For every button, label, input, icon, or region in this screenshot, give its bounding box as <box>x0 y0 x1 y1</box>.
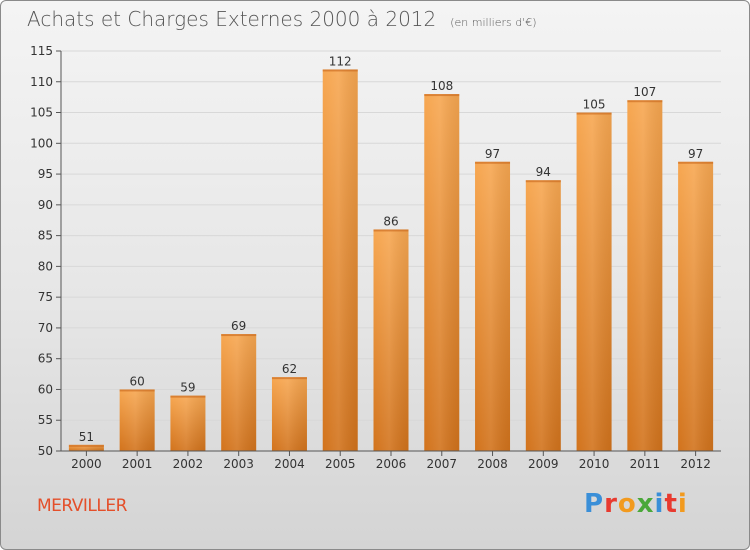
chart-title: Achats et Charges Externes 2000 à 2012 (e… <box>27 7 537 31</box>
value-label-2006: 86 <box>383 214 398 228</box>
bar-top-2012 <box>678 161 714 164</box>
value-label-2004: 62 <box>282 362 297 376</box>
value-label-2002: 59 <box>180 381 195 395</box>
bar-top-2008 <box>475 161 511 164</box>
brand-letter: i <box>654 489 665 519</box>
brand-letter: x <box>636 489 655 519</box>
bar-shine-2012 <box>678 161 714 451</box>
bar-top-2003 <box>221 334 257 337</box>
x-tick-label-2001: 2001 <box>122 457 153 471</box>
value-label-2007: 108 <box>430 79 453 93</box>
bar-shine-2008 <box>475 161 511 451</box>
bar-top-2007 <box>424 94 460 97</box>
x-tick-label-2004: 2004 <box>274 457 305 471</box>
bars-layer <box>68 69 714 452</box>
bar-top-2009 <box>525 180 561 183</box>
x-tick-label-2011: 2011 <box>630 457 661 471</box>
bar-shine-2000 <box>68 444 104 451</box>
bar-shine-2007 <box>424 94 460 452</box>
x-tick-label-2000: 2000 <box>71 457 102 471</box>
town-name: MERVILLER <box>37 496 127 516</box>
chart-subtitle: (en milliers d'€) <box>450 16 537 29</box>
axes-layer: 50 55 60 65 70 75 80 85 90 95 100 105 110 115 2000 2001… <box>30 44 721 471</box>
x-tick-label-2010: 2010 <box>579 457 610 471</box>
y-tick-label: 105 <box>30 106 53 120</box>
value-label-2008: 97 <box>485 147 500 161</box>
bar-shine-2002 <box>170 395 206 451</box>
x-tick-label-2008: 2008 <box>477 457 508 471</box>
bar-top-2004 <box>271 377 307 380</box>
y-tick-label: 55 <box>38 413 53 427</box>
bar-top-2002 <box>170 395 206 398</box>
x-tick-label-2007: 2007 <box>426 457 457 471</box>
value-label-2010: 105 <box>583 98 606 112</box>
bar-top-2011 <box>627 100 663 103</box>
x-tick-label-2009: 2009 <box>528 457 559 471</box>
brand-letter: o <box>617 489 637 519</box>
bar-shine-2006 <box>373 229 409 451</box>
bar-shine-2005 <box>322 69 358 451</box>
value-label-2003: 69 <box>231 319 246 333</box>
bar-shine-2004 <box>271 377 307 451</box>
bar-shine-2010 <box>576 112 612 452</box>
y-tick-label: 110 <box>30 75 53 89</box>
x-tick-label-2003: 2003 <box>223 457 254 471</box>
x-tick-label-2005: 2005 <box>325 457 356 471</box>
value-label-2005: 112 <box>329 54 352 68</box>
y-tick-label: 80 <box>38 259 53 273</box>
x-tick-label-2012: 2012 <box>680 457 711 471</box>
y-tick-label: 70 <box>38 321 53 335</box>
y-tick-label: 50 <box>38 444 53 458</box>
bar-shine-2003 <box>221 334 257 451</box>
y-tick-label: 85 <box>38 229 53 243</box>
y-tick-label: 60 <box>38 382 53 396</box>
bar-top-2010 <box>576 112 612 115</box>
value-label-2001: 60 <box>130 374 145 388</box>
bar-shine-2009 <box>525 180 561 451</box>
value-label-2009: 94 <box>536 165 551 179</box>
value-label-2011: 107 <box>633 85 656 99</box>
value-labels-layer: 51 60 59 69 62 112 86 108 97 94 105 107 97 <box>79 54 704 443</box>
y-tick-label: 95 <box>38 167 53 181</box>
bar-shine-2001 <box>119 389 155 451</box>
x-tick-label-2006: 2006 <box>376 457 407 471</box>
proxiti-logo[interactable]: Proxiti <box>584 489 688 519</box>
y-tick-label: 100 <box>30 136 53 150</box>
value-label-2012: 97 <box>688 147 703 161</box>
bar-top-2006 <box>373 229 409 232</box>
bar-top-2005 <box>322 69 358 72</box>
y-tick-label: 90 <box>38 198 53 212</box>
bar-top-2000 <box>68 444 104 447</box>
value-label-2000: 51 <box>79 430 94 444</box>
y-tick-label: 75 <box>38 290 53 304</box>
bar-top-2001 <box>119 389 155 392</box>
brand-letter: t <box>664 489 678 519</box>
y-tick-label: 65 <box>38 352 53 366</box>
y-tick-label: 115 <box>30 44 53 58</box>
bar-shine-2011 <box>627 100 663 451</box>
brand-letter: i <box>677 489 688 519</box>
x-tick-label-2002: 2002 <box>173 457 204 471</box>
brand-letter: P <box>584 489 605 519</box>
brand-letter: r <box>604 489 618 519</box>
chart-title-text: Achats et Charges Externes 2000 à 2012 <box>27 7 437 31</box>
